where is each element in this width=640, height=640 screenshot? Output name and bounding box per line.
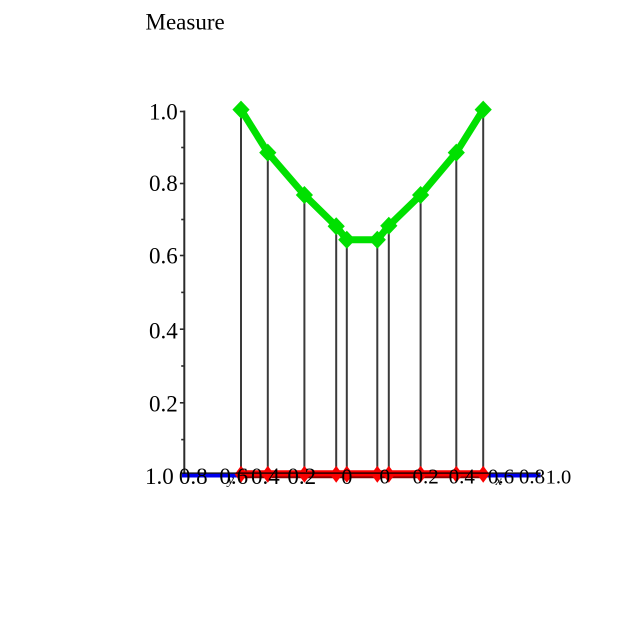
svg-text:0.2: 0.2 — [412, 465, 438, 489]
svg-text:0.4: 0.4 — [251, 464, 280, 489]
svg-text:0.6: 0.6 — [488, 465, 514, 489]
svg-text:0.4: 0.4 — [449, 465, 476, 489]
svg-text:0.2: 0.2 — [287, 464, 316, 489]
svg-text:x: x — [495, 474, 503, 489]
svg-text:0.6: 0.6 — [149, 243, 178, 268]
svg-text:1.0: 1.0 — [145, 464, 174, 489]
svg-text:0: 0 — [341, 464, 352, 489]
svg-text:0.6: 0.6 — [219, 464, 248, 489]
svg-text:0.8: 0.8 — [179, 464, 208, 489]
svg-text:y: y — [226, 473, 235, 488]
svg-text:0.8: 0.8 — [519, 465, 545, 489]
svg-text:0: 0 — [379, 465, 390, 489]
svg-text:0.8: 0.8 — [149, 171, 178, 196]
svg-text:1.0: 1.0 — [149, 100, 178, 125]
svg-text:Measure: Measure — [146, 10, 225, 35]
svg-text:0.2: 0.2 — [149, 391, 178, 416]
svg-text:1.0: 1.0 — [546, 467, 572, 489]
svg-text:0.4: 0.4 — [149, 318, 178, 343]
